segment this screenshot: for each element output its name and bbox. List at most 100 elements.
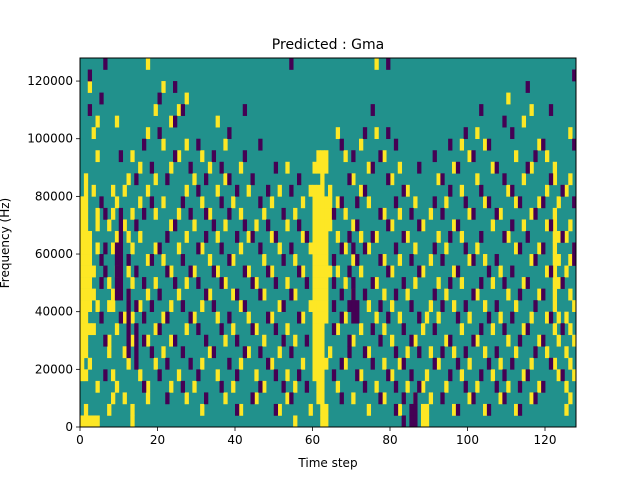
heatmap-cell: [421, 265, 426, 278]
heatmap-cell: [424, 415, 430, 428]
y-tick-label: 20000: [35, 362, 73, 376]
heatmap-cell: [204, 173, 209, 186]
heatmap-cell: [382, 357, 387, 370]
heatmap-cell: [568, 323, 573, 336]
heatmap-cell: [173, 115, 178, 128]
heatmap-cell: [250, 173, 255, 186]
heatmap-cell: [122, 311, 127, 324]
heatmap-cell: [486, 265, 492, 278]
heatmap-cell: [83, 230, 89, 243]
heatmap-cell: [525, 81, 530, 93]
heatmap-cell: [320, 311, 325, 324]
heatmap-cell: [537, 288, 542, 301]
heatmap-cell: [390, 219, 395, 232]
heatmap-cell: [200, 357, 205, 370]
heatmap-cell: [196, 277, 201, 289]
heatmap-cell: [312, 323, 317, 336]
heatmap-cell: [99, 92, 104, 105]
heatmap-cell: [432, 357, 437, 370]
heatmap-cell: [382, 254, 387, 266]
heatmap-cell: [107, 219, 112, 232]
heatmap-cell: [180, 196, 186, 209]
heatmap-cell: [266, 357, 271, 370]
heatmap-cell: [533, 254, 538, 266]
heatmap-cell: [142, 380, 147, 393]
heatmap-cell: [335, 323, 341, 336]
heatmap-cell: [192, 311, 197, 324]
heatmap-cell: [525, 277, 530, 289]
heatmap-cell: [161, 196, 166, 209]
heatmap-cell: [83, 184, 89, 197]
heatmap-cell: [324, 161, 329, 174]
heatmap-cell: [355, 254, 360, 266]
heatmap-cell: [448, 184, 453, 197]
heatmap-cell: [475, 334, 480, 347]
heatmap-cell: [432, 150, 437, 163]
heatmap-cell: [312, 265, 317, 278]
heatmap-cell: [494, 207, 499, 220]
heatmap-cell: [184, 323, 189, 336]
heatmap-cell: [331, 277, 337, 289]
heatmap-cell: [444, 334, 449, 347]
heatmap-cell: [91, 127, 96, 140]
heatmap-cell: [521, 277, 527, 289]
heatmap-cell: [250, 392, 255, 405]
heatmap-cell: [510, 219, 515, 232]
heatmap-cell: [409, 254, 414, 266]
heatmap-cell: [393, 346, 399, 359]
heatmap-cell: [126, 334, 131, 347]
heatmap-cell: [320, 380, 325, 393]
heatmap-cell: [223, 392, 228, 405]
heatmap-cell: [242, 219, 248, 232]
heatmap-cell: [165, 357, 170, 370]
heatmap-cell: [331, 207, 337, 220]
heatmap-cell: [308, 242, 313, 255]
heatmap-cell: [80, 369, 85, 382]
heatmap-cell: [80, 323, 85, 336]
heatmap-cell: [87, 288, 93, 301]
heatmap-cell: [227, 127, 232, 140]
heatmap-cell: [238, 300, 244, 312]
heatmap-cell: [514, 300, 519, 312]
heatmap-cell: [335, 380, 341, 393]
heatmap-cell: [130, 415, 135, 428]
heatmap-cell: [552, 219, 558, 232]
heatmap-cell: [211, 265, 217, 278]
heatmap-cell: [297, 219, 302, 232]
heatmap-cell: [258, 242, 263, 255]
heatmap-cell: [312, 196, 317, 209]
plot-frame: [79, 57, 577, 428]
heatmap-cell: [80, 415, 85, 428]
heatmap-cell: [552, 323, 558, 336]
y-tick-label: 100000: [27, 132, 73, 146]
heatmap-cell: [184, 184, 189, 197]
heatmap-cell: [556, 230, 561, 243]
heatmap-cell: [118, 311, 124, 324]
heatmap-cell: [316, 277, 321, 289]
heatmap-cell: [525, 161, 530, 174]
heatmap-cell: [83, 311, 89, 324]
heatmap-cell: [87, 254, 93, 266]
heatmap-cell: [114, 380, 120, 393]
heatmap-cell: [103, 369, 108, 382]
heatmap-cell: [126, 300, 131, 312]
heatmap-cell: [328, 265, 333, 278]
heatmap-cell: [521, 173, 527, 186]
heatmap-cell: [312, 300, 317, 312]
heatmap-cell: [273, 403, 279, 416]
heatmap-cell: [266, 184, 271, 197]
heatmap-cell: [490, 369, 496, 382]
heatmap-cell: [568, 127, 573, 140]
heatmap-cell: [118, 277, 124, 289]
chart-title: Predicted : Gma: [272, 37, 384, 53]
heatmap-cell: [258, 288, 263, 301]
heatmap-cell: [401, 357, 406, 370]
heatmap-cell: [111, 300, 116, 312]
heatmap-cell: [467, 150, 472, 163]
heatmap-cell: [324, 265, 329, 278]
heatmap-cell: [339, 138, 344, 151]
heatmap-cell: [188, 207, 193, 220]
heatmap-cell: [560, 369, 565, 382]
heatmap-cell: [83, 277, 89, 289]
